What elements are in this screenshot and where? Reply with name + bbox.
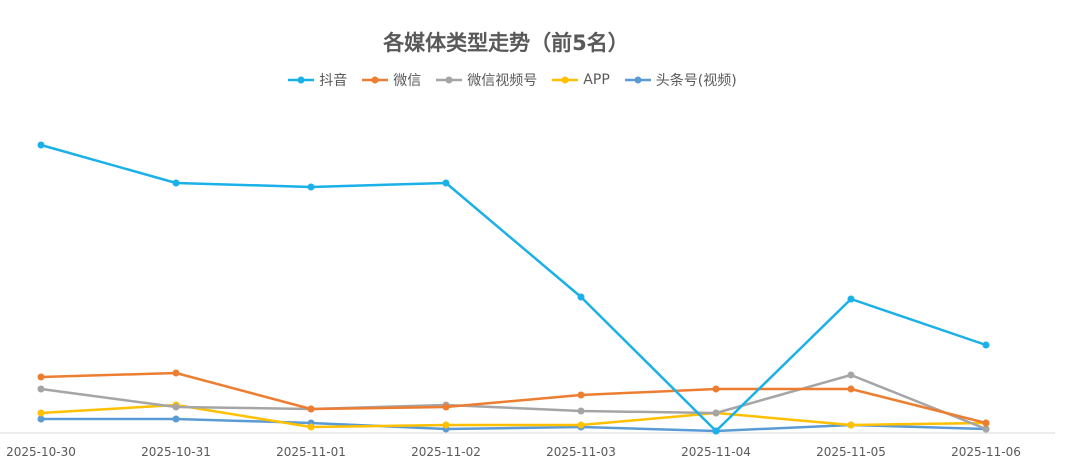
data-point (577, 421, 585, 429)
legend-label: 抖音 (319, 73, 348, 89)
legend-swatch (624, 76, 651, 84)
x-tick-label: 2025-11-01 (276, 445, 346, 459)
data-point (37, 415, 45, 423)
x-tick-label: 2025-11-06 (951, 445, 1021, 459)
series-line (39, 143, 988, 433)
legend-label: 微信视频号 (467, 73, 538, 89)
legend-label: APP (583, 72, 610, 88)
data-point (847, 421, 855, 429)
data-point (172, 369, 180, 377)
x-tick-label: 2025-11-04 (681, 445, 751, 459)
data-point (577, 293, 585, 301)
legend-swatch (288, 76, 315, 84)
legend-swatch (362, 76, 389, 84)
data-point (37, 409, 45, 417)
x-tick-label: 2025-11-03 (546, 445, 616, 459)
data-point (442, 179, 450, 187)
legend-swatch (552, 76, 579, 84)
series-line (39, 371, 988, 425)
x-tick-label: 2025-10-31 (141, 445, 211, 459)
data-point (442, 421, 450, 429)
data-point (307, 423, 315, 431)
data-point (172, 179, 180, 187)
data-point (982, 425, 990, 433)
legend: 抖音 微信 微信视频号 APP 头条号(视频) (0, 70, 1024, 90)
data-point (37, 385, 45, 393)
legend-label: 头条号(视频) (655, 73, 737, 89)
legend-item: 微信视频号 (435, 70, 537, 90)
data-point (307, 183, 315, 191)
legend-swatch (436, 76, 463, 84)
data-point (712, 409, 720, 417)
data-point (577, 407, 585, 415)
data-point (442, 403, 450, 411)
series-line (39, 417, 988, 433)
series-line (39, 403, 988, 429)
x-tick-label: 2025-11-05 (816, 445, 886, 459)
legend-item: 微信 (361, 70, 421, 90)
data-point (847, 295, 855, 303)
legend-label: 微信 (393, 73, 422, 89)
legend-item: 头条号(视频) (624, 70, 737, 90)
x-tick-label: 2025-11-02 (411, 445, 481, 459)
chart-title: 各媒体类型走势（前5名） (383, 31, 629, 55)
data-point (712, 385, 720, 393)
data-point (982, 419, 990, 427)
legend-item: APP (551, 70, 610, 90)
data-point (307, 405, 315, 413)
x-tick-label: 2025-10-30 (6, 445, 76, 459)
data-point (172, 415, 180, 423)
data-point (577, 391, 585, 399)
data-point (172, 403, 180, 411)
data-point (37, 373, 45, 381)
data-point (37, 141, 45, 149)
legend-item: 抖音 (287, 70, 347, 90)
data-point (982, 341, 990, 349)
data-point (847, 385, 855, 393)
series-line (39, 373, 988, 431)
data-point (712, 427, 720, 435)
data-point (847, 371, 855, 379)
